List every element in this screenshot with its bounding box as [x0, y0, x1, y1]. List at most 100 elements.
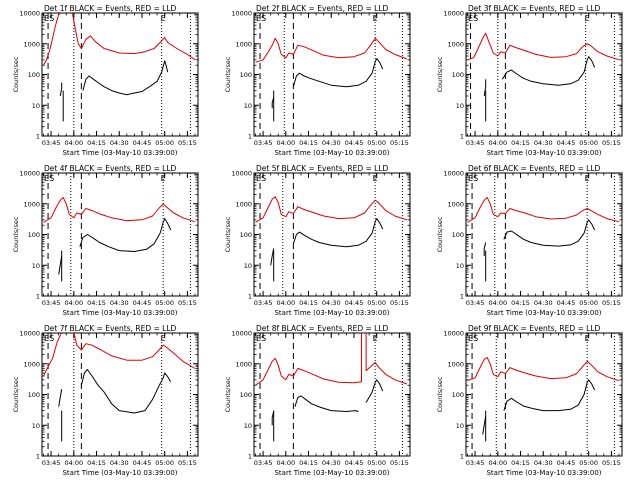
series-line-events: [501, 56, 596, 86]
x-tick-label: 04:30: [110, 299, 129, 307]
x-tick-label: 04:30: [110, 459, 129, 467]
series-group: [255, 196, 408, 266]
y-tick-label: 10: [32, 422, 40, 430]
y-tick-label: 1: [460, 453, 464, 461]
x-tick-label: 03:45: [466, 299, 485, 307]
plot-frame: [253, 172, 411, 297]
marker-lines: [259, 173, 403, 296]
y-tick-label: 10000: [231, 170, 252, 178]
series-group: [43, 13, 196, 97]
panel-6: 1 10 100 1000 10000 03:45 04:00 04:15 04:30 04:45…: [436, 164, 623, 317]
x-tick-label: 04:15: [511, 459, 530, 467]
panel-title: Det 1f BLACK = Events, RED = LLD: [44, 4, 177, 13]
x-tick-label: 04:45: [133, 459, 152, 467]
panel-title: Det 8f BLACK = Events, RED = LLD: [256, 324, 389, 333]
y-tick-label: 1000: [23, 200, 40, 208]
x-tick-label: 04:15: [299, 459, 318, 467]
x-axis-label: Start Time (03-May-10 03:39:00): [274, 469, 389, 477]
marker-label: ES: [468, 334, 478, 343]
x-tick-label: 04:30: [534, 459, 553, 467]
y-axis-label: Counts/sec: [436, 376, 444, 412]
x-tick-label: 04:45: [133, 139, 152, 147]
series-group: [467, 32, 620, 97]
marker-label: E: [161, 334, 166, 343]
y-tick-label: 1000: [23, 40, 40, 48]
panel-5: 1 10 100 1000 10000 03:45 04:00 04:15 04:30 04:45…: [224, 164, 411, 317]
panel-8: 1 10 100 1000 10000 03:45 04:00 04:15 04:30 04:45…: [224, 324, 411, 477]
series-line-events: [271, 411, 275, 426]
x-tick-label: 04:45: [557, 299, 576, 307]
y-tick-label: 10: [244, 102, 252, 110]
marker-lines: [47, 13, 191, 136]
plot-frame: [465, 12, 623, 137]
x-tick-label: 04:15: [87, 459, 106, 467]
x-axis-label: Start Time (03-May-10 03:39:00): [62, 149, 177, 157]
x-tick-label: 04:00: [488, 139, 507, 147]
y-tick-label: 100: [240, 71, 252, 79]
y-tick-label: 10000: [19, 330, 40, 338]
panel-title: Det 4f BLACK = Events, RED = LLD: [44, 164, 177, 173]
plot-frame: [465, 172, 623, 297]
plot-frame: [253, 12, 411, 137]
x-tick-label: 04:00: [488, 459, 507, 467]
marker-label: ES: [44, 174, 54, 183]
x-tick-label: 04:15: [87, 299, 106, 307]
series-line-events: [503, 379, 596, 412]
series-group: [255, 37, 408, 109]
y-tick-label: 1000: [235, 40, 252, 48]
series-line-events: [483, 79, 487, 97]
y-tick-label: 10: [244, 262, 252, 270]
series-group: [43, 333, 196, 414]
panel-9: 1 10 100 1000 10000 03:45 04:00 04:15 04:30 04:45…: [436, 324, 623, 477]
marker-lines: [471, 333, 615, 456]
marker-label: E: [373, 174, 378, 183]
y-tick-label: 10: [32, 102, 40, 110]
series-line-events: [58, 389, 63, 407]
y-tick-label: 1: [36, 133, 40, 141]
x-tick-label: 05:15: [602, 299, 621, 307]
marker-label: E: [373, 334, 378, 343]
panel-title: Det 2f BLACK = Events, RED = LLD: [256, 4, 389, 13]
y-tick-label: 100: [452, 391, 464, 399]
x-tick-label: 03:45: [466, 139, 485, 147]
series-line-events: [365, 379, 384, 403]
y-tick-label: 1: [36, 453, 40, 461]
y-tick-label: 10000: [231, 10, 252, 18]
marker-label: ES: [468, 174, 478, 183]
x-tick-label: 04:45: [557, 459, 576, 467]
series-group: [467, 197, 620, 256]
series-line-events: [294, 395, 359, 412]
series-line-lld: [467, 32, 620, 61]
plot-frame: [41, 172, 199, 297]
marker-label: E: [373, 14, 378, 23]
y-tick-label: 100: [28, 391, 40, 399]
x-tick-label: 05:00: [579, 299, 598, 307]
x-tick-label: 04:30: [322, 459, 341, 467]
marker-label: E: [585, 334, 590, 343]
y-tick-label: 100: [28, 231, 40, 239]
y-axis-label: Counts/sec: [224, 56, 232, 92]
x-tick-label: 04:45: [557, 139, 576, 147]
marker-label: E: [161, 14, 166, 23]
plot-frame: [41, 12, 199, 137]
x-tick-label: 05:00: [155, 139, 174, 147]
series-line-events: [503, 219, 596, 247]
marker-label: E: [161, 174, 166, 183]
x-axis-label: Start Time (03-May-10 03:39:00): [486, 309, 601, 317]
series-line-lld: [255, 37, 408, 63]
series-line-lld: [255, 196, 408, 223]
marker-label: ES: [44, 334, 54, 343]
marker-label: ES: [256, 14, 266, 23]
y-tick-label: 100: [240, 231, 252, 239]
x-tick-label: 04:45: [345, 459, 364, 467]
plot-frame: [253, 332, 411, 457]
marker-label: ES: [44, 14, 54, 23]
plot-frame: [41, 332, 199, 457]
x-tick-label: 05:15: [390, 299, 409, 307]
series-line-lld: [71, 13, 196, 61]
y-tick-label: 1000: [447, 360, 464, 368]
marker-label: ES: [256, 334, 266, 343]
series-line-lld: [467, 197, 620, 223]
x-axis-label: Start Time (03-May-10 03:39:00): [486, 469, 601, 477]
